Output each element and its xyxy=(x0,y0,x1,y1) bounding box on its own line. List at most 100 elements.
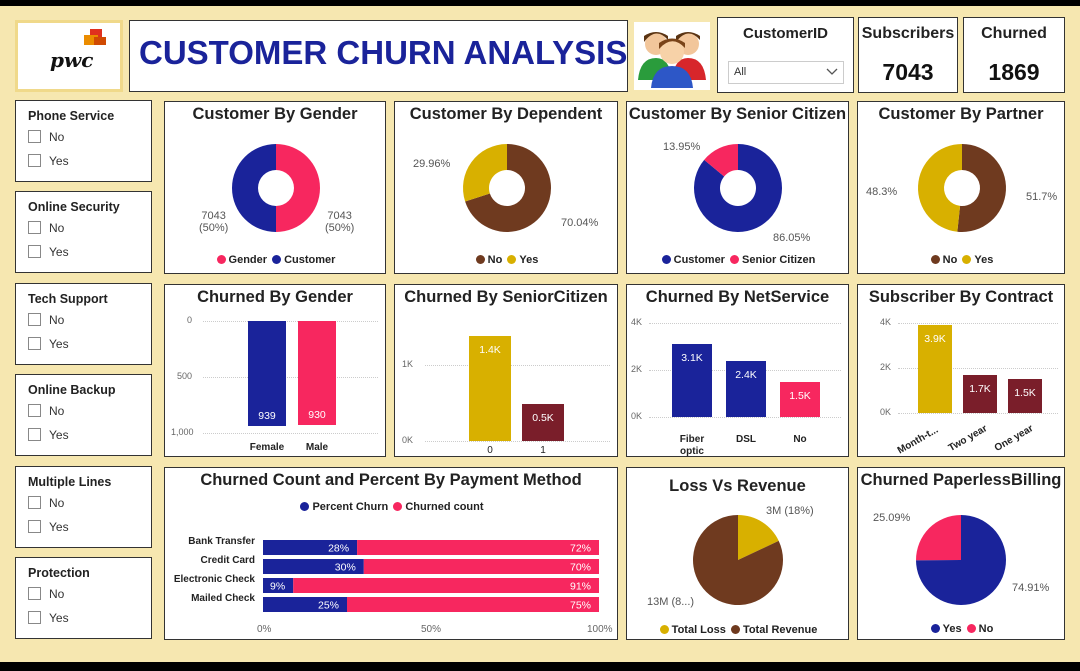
slicer-title: Phone Service xyxy=(28,109,115,123)
bar-churned-count[interactable] xyxy=(347,597,599,612)
slice-customer[interactable] xyxy=(232,144,276,232)
slicer-option-no[interactable]: No xyxy=(28,587,64,601)
checkbox[interactable] xyxy=(28,611,41,624)
bar-male[interactable]: 930 xyxy=(298,321,336,426)
chart-legend: No Yes xyxy=(858,254,1064,266)
bar-two-year[interactable]: 1.7K xyxy=(963,374,997,413)
y-tick: 2K xyxy=(880,362,892,372)
bar-value-label: 28% xyxy=(328,543,349,555)
y-tick: 500 xyxy=(177,371,193,381)
subscribers-label: Subscribers xyxy=(861,25,955,42)
bar-churned-count[interactable] xyxy=(363,559,599,574)
bar-value-label: 72% xyxy=(570,543,591,555)
checkbox[interactable] xyxy=(28,154,41,167)
payment-stacked-bars: 28% 72% 30% 70% 9% 91% 25% 75% xyxy=(263,540,599,612)
slicer-option-no[interactable]: No xyxy=(28,404,64,418)
slicer-phone-service: Phone Service No Yes xyxy=(15,100,152,182)
slice-total-revenue[interactable] xyxy=(693,515,783,605)
y-tick: 0 xyxy=(187,315,193,325)
slicer-option-no[interactable]: No xyxy=(28,130,64,144)
checkbox[interactable] xyxy=(28,587,41,600)
churned-value: 1869 xyxy=(988,59,1040,85)
bar-value-label: 91% xyxy=(570,581,591,593)
slice-yes[interactable] xyxy=(916,515,1006,605)
chart-title: Churned Count and Percent By Payment Met… xyxy=(200,471,582,489)
slicer-option-yes[interactable]: Yes xyxy=(28,154,69,168)
customerid-dropdown[interactable]: All xyxy=(728,61,844,84)
bar-percent-churn[interactable] xyxy=(263,540,358,555)
checkbox[interactable] xyxy=(28,404,41,417)
checkbox[interactable] xyxy=(28,496,41,509)
slice-no[interactable] xyxy=(957,144,1006,232)
slicer-option-yes[interactable]: Yes xyxy=(28,520,69,534)
y-tick: 1,000 xyxy=(171,427,194,437)
bar-female[interactable]: 939 xyxy=(248,321,286,427)
y-category: Credit Card xyxy=(200,555,255,566)
logo-text: pwc xyxy=(50,48,94,72)
slice-no[interactable] xyxy=(916,515,961,561)
bar-senior-0[interactable]: 1.4K xyxy=(469,336,511,441)
y-category: Electronic Check xyxy=(173,574,255,585)
bar-percent-churn[interactable] xyxy=(263,597,347,612)
slice-no[interactable] xyxy=(465,144,551,233)
dependent-label-yes: 29.96% xyxy=(413,158,451,170)
slicer-option-no[interactable]: No xyxy=(28,313,64,327)
people-box xyxy=(634,22,710,90)
slicer-option-no[interactable]: No xyxy=(28,221,64,235)
x-category: Fiber optic xyxy=(679,434,705,457)
slice-yes[interactable] xyxy=(463,144,507,202)
slicer-option-no[interactable]: No xyxy=(28,496,64,510)
slicer-online-security: Online Security No Yes xyxy=(15,191,152,273)
y-tick: 4K xyxy=(880,317,892,327)
gender-label-right: 7043 (50%) xyxy=(325,210,355,234)
churned-by-senior-panel: Churned By SeniorCitizen 1K 0K 1.4K 0.5K… xyxy=(394,284,618,457)
customer-by-senior-panel: Customer By Senior Citizen 13.95% 86.05%… xyxy=(626,101,849,274)
slicer-multiple-lines: Multiple Lines No Yes xyxy=(15,466,152,548)
loss-label: 3M (18%) xyxy=(766,505,814,517)
chart-title: Customer By Partner xyxy=(878,105,1044,123)
slicer-option-yes[interactable]: Yes xyxy=(28,245,69,259)
chart-title: Loss Vs Revenue xyxy=(669,477,806,495)
bar-percent-churn[interactable] xyxy=(263,559,364,574)
checkbox[interactable] xyxy=(28,337,41,350)
slice-total-loss[interactable] xyxy=(738,515,779,560)
checkbox[interactable] xyxy=(28,245,41,258)
bar-churned-count[interactable] xyxy=(357,540,599,555)
slice-gender[interactable] xyxy=(276,144,320,232)
bar-dsl[interactable]: 2.4K xyxy=(726,360,766,417)
checkbox[interactable] xyxy=(28,221,41,234)
customers-group-icon xyxy=(638,32,706,88)
slicer-option-yes[interactable]: Yes xyxy=(28,611,69,625)
bar-churned-count[interactable] xyxy=(293,578,599,593)
bar-one-year[interactable]: 1.5K xyxy=(1008,379,1042,413)
chart-title: Subscriber By Contract xyxy=(868,288,1054,306)
slicer-title: Protection xyxy=(28,566,90,580)
slicer-option-yes[interactable]: Yes xyxy=(28,337,69,351)
slice-senior-citizen[interactable] xyxy=(704,144,738,177)
revenue-label: 13M (8...) xyxy=(647,596,695,608)
senior-donut xyxy=(694,144,782,233)
bar-percent-churn[interactable] xyxy=(263,578,294,593)
slice-yes[interactable] xyxy=(917,144,962,232)
chart-title: Churned By NetService xyxy=(645,288,830,306)
slice-customer[interactable] xyxy=(694,144,782,233)
chart-legend: Percent Churn Churned count xyxy=(165,501,617,513)
bar-senior-1[interactable]: 0.5K xyxy=(522,403,564,441)
chart-title: Customer By Gender xyxy=(192,105,358,123)
slicer-online-backup: Online Backup No Yes xyxy=(15,374,152,456)
bar-month-to-month[interactable]: 3.9K xyxy=(918,325,952,413)
x-category: 1 xyxy=(540,445,546,456)
bar-fiber-optic[interactable]: 3.1K xyxy=(672,344,712,417)
checkbox[interactable] xyxy=(28,428,41,441)
bar-value-label: 70% xyxy=(570,562,591,574)
bar-no-service[interactable]: 1.5K xyxy=(780,381,820,417)
checkbox[interactable] xyxy=(28,130,41,143)
chart-legend: Customer Senior Citizen xyxy=(627,254,848,266)
slicer-option-yes[interactable]: Yes xyxy=(28,428,69,442)
dependent-donut xyxy=(463,144,551,233)
x-tick: 100% xyxy=(587,624,613,635)
checkbox[interactable] xyxy=(28,520,41,533)
checkbox[interactable] xyxy=(28,313,41,326)
customerid-filter: CustomerID All xyxy=(717,17,854,93)
churned-paperless-panel: Churned PaperlessBilling 25.09% 74.91% Y… xyxy=(857,467,1065,640)
